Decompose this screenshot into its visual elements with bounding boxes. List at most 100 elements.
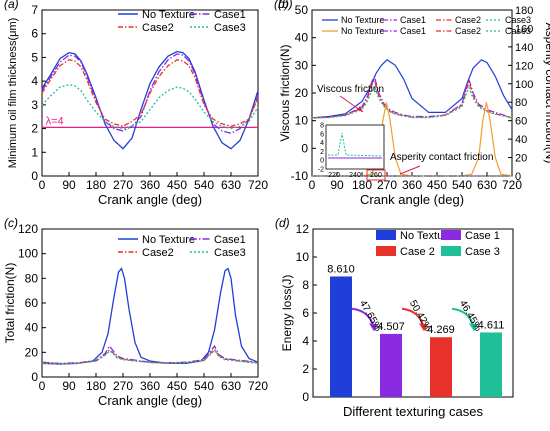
annotation-arrow: [399, 165, 421, 175]
legend-swatch: [376, 246, 396, 256]
panel-a: 0 90 180 270 360 450 540 630 720 0 1 2 3 4 5 6 7 Crank an…: [4, 0, 268, 207]
x-tick-label: 540: [194, 178, 214, 192]
y-tick-label: 60: [25, 296, 39, 310]
series-line: [41, 349, 259, 365]
annotation-viscous: Viscous friction: [317, 84, 384, 95]
series-line: [311, 74, 513, 119]
series-line: [41, 84, 259, 130]
x-tick-label: 450: [167, 178, 187, 192]
panel-label: (b): [274, 0, 289, 11]
series-line: [41, 50, 259, 150]
inset-y-tick-label: 0: [320, 158, 324, 165]
y2-tick-label: 120: [515, 60, 533, 72]
legend-entry: No Texture: [341, 26, 384, 36]
bar-value-label: 4.611: [478, 319, 505, 331]
legend: No Texture Case1 Case2 Case3: [118, 234, 246, 259]
y2-axis-label: Asperity contact friction(N): [543, 23, 550, 164]
bar: [330, 276, 352, 397]
panel-label: (a): [4, 0, 19, 11]
x-tick-label: 90: [62, 178, 76, 192]
legend: No Texture Case1 Case2 Case3 No Texture Case1…: [322, 15, 531, 36]
legend-entry: Case2: [142, 22, 174, 34]
x-tick-label: 630: [477, 178, 497, 192]
legend: No Texture Case 1 Case 2 Case 3: [376, 230, 500, 258]
reduction-arrowhead: [419, 323, 428, 332]
reduction-label: 50.42%: [407, 299, 434, 334]
y-tick-label: 7: [31, 3, 38, 17]
y-tick-label: 10: [296, 250, 310, 264]
series-line: [41, 348, 259, 365]
y-axis-label: Total friction(N): [3, 263, 17, 344]
x-tick-label: 270: [377, 178, 397, 192]
annotation-asperity: Asperity contact friction: [390, 152, 493, 163]
y-tick-label: 50: [295, 3, 309, 17]
y-axis-label: Minimum oil film thickness(μm): [7, 18, 19, 169]
inset-series-line: [328, 132, 383, 157]
y-tick-label: 3: [31, 98, 38, 112]
x-tick-label: 720: [248, 178, 268, 192]
y-tick-label: 6: [31, 27, 38, 41]
x-tick-label: 0: [39, 178, 46, 192]
legend-entry: Case1: [214, 234, 246, 246]
y-axis-label: Energy loss(J): [280, 275, 294, 352]
legend: No Texture Case1 Case2 Case3: [118, 9, 246, 34]
y-tick-label: 0: [301, 141, 308, 155]
inset-y-tick-label: 8: [320, 123, 324, 130]
x-tick-label: 90: [330, 178, 344, 192]
y-axis-label: Viscous friction(N): [278, 44, 292, 141]
inset-x-tick-label: 220: [328, 172, 340, 179]
y-tick-label: 0: [31, 169, 38, 183]
inset-y-tick-label: 6: [320, 131, 324, 138]
x-tick-label: 0: [39, 379, 46, 393]
legend-swatch: [441, 246, 461, 256]
x-axis-label: Crank angle (deg): [98, 393, 202, 408]
y-tick-label: 4: [302, 334, 309, 348]
series-line: [311, 79, 513, 119]
x-tick-label: 0: [309, 178, 316, 192]
series-line: [41, 267, 259, 365]
y-tick-label: 40: [25, 321, 39, 335]
series-line: [41, 59, 259, 127]
x-tick-label: 630: [221, 379, 241, 393]
inset-frame: [325, 124, 385, 170]
y2-tick-label: 60: [515, 116, 527, 128]
legend-entry: Case 3: [465, 246, 500, 258]
x-tick-label: 270: [113, 379, 133, 393]
y-tick-label: 120: [18, 222, 38, 236]
bar-value-label: 4.507: [377, 321, 405, 333]
reduction-label: 47.65%: [357, 299, 384, 334]
x-tick-label: 180: [86, 178, 106, 192]
y-tick-label: 20: [25, 345, 39, 359]
reduction-label: 46.45%: [457, 299, 484, 334]
y-tick-label: 30: [295, 58, 309, 72]
legend-swatch: [441, 230, 461, 240]
y2-tick-label: 40: [515, 134, 527, 146]
y-tick-label: 6: [302, 306, 309, 320]
panel-label: (b): [278, 0, 293, 11]
legend-entry: Case 2: [400, 246, 435, 258]
legend-entry: Case2: [455, 26, 481, 36]
y-tick-label: 0: [302, 390, 309, 404]
legend-entry: Case1: [214, 9, 246, 21]
legend-entry: Case3: [214, 22, 246, 34]
x-tick-label: 180: [352, 178, 372, 192]
reduction-arrowhead: [369, 323, 378, 332]
x-tick-label: 720: [502, 178, 522, 192]
y2-tick-label: 100: [515, 79, 533, 91]
y2-tick-label: 80: [515, 97, 527, 109]
bar: [480, 332, 502, 397]
panel-d: 0 2 4 6 8 10 12 Energy loss(J) Different texturi…: [275, 216, 514, 419]
series-line: [41, 345, 259, 365]
y-tick-label: 2: [302, 362, 309, 376]
x-tick-label: 630: [221, 178, 241, 192]
y-tick-label: 20: [295, 86, 309, 100]
x-tick-label: 720: [248, 379, 268, 393]
y-tick-label: 5: [31, 50, 38, 64]
y-tick-label: 10: [295, 114, 309, 128]
legend-entry: Case 1: [465, 230, 500, 242]
y2-tick-label: 140: [515, 42, 533, 54]
x-tick-label: 360: [140, 178, 160, 192]
legend-entry: Case1: [400, 26, 426, 36]
inset-x-tick-label: 260: [370, 172, 382, 179]
series-line: [311, 59, 513, 119]
